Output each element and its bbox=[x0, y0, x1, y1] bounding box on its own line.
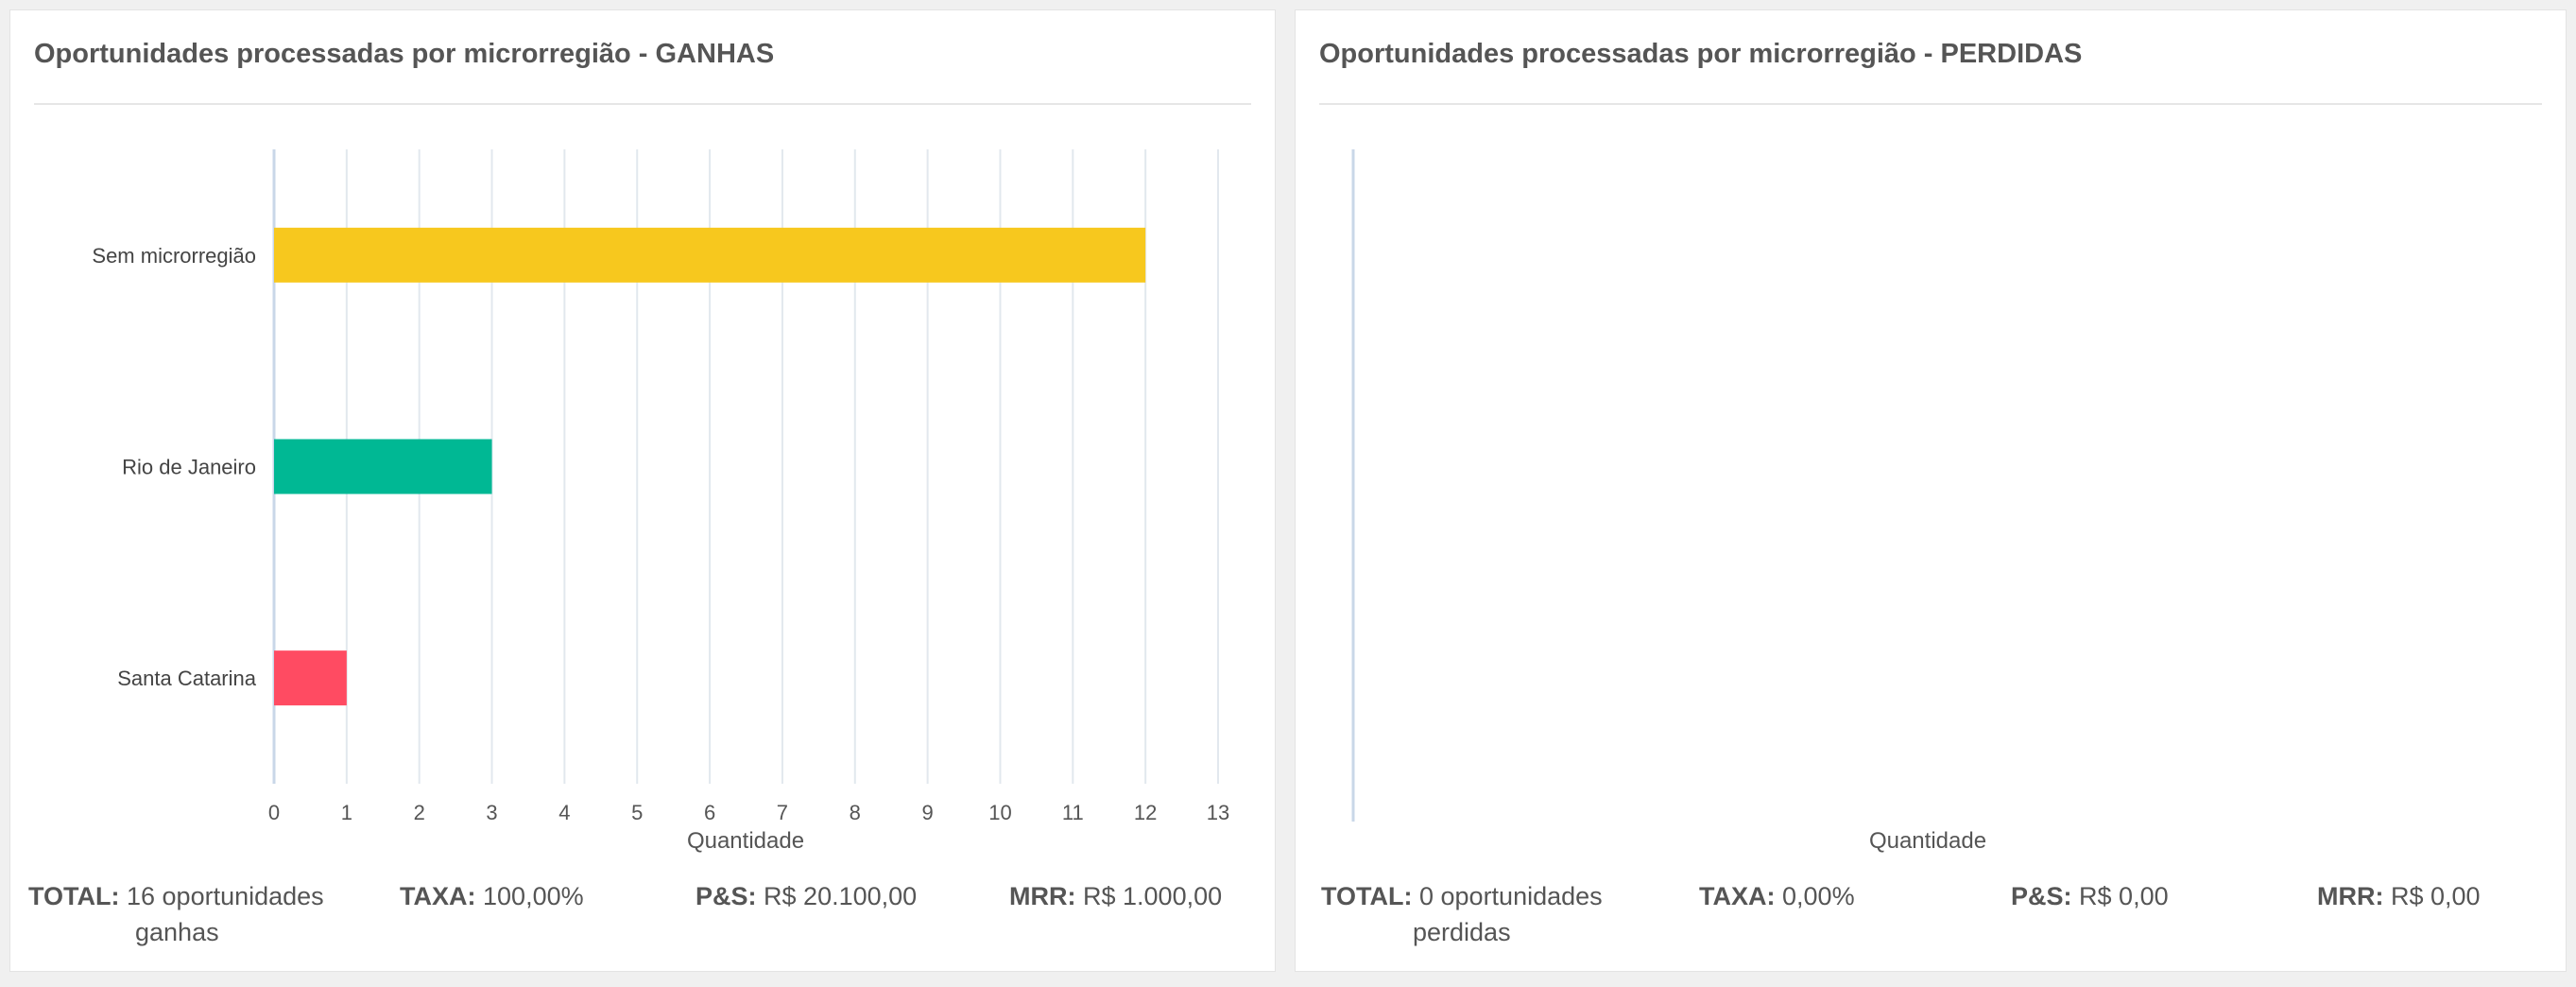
taxa-stat: TAXA: 0,00% bbox=[1699, 878, 1855, 914]
taxa-stat: TAXA: 100,00% bbox=[400, 878, 584, 914]
x-tick-label: 12 bbox=[1134, 801, 1157, 824]
total-value-line1: 16 oportunidades bbox=[127, 882, 324, 910]
taxa-label: TAXA: bbox=[400, 882, 476, 910]
total-value-line2: ganhas bbox=[135, 918, 219, 946]
taxa-label: TAXA: bbox=[1699, 882, 1776, 910]
bar[interactable] bbox=[274, 650, 347, 706]
category-label: Rio de Janeiro bbox=[122, 456, 256, 479]
x-tick-label: 11 bbox=[1062, 801, 1084, 824]
title-divider bbox=[34, 103, 1251, 105]
x-tick-label: 10 bbox=[988, 801, 1011, 824]
bar-chart-lost: Quantidade bbox=[1351, 149, 1986, 854]
x-tick-label: 5 bbox=[631, 801, 643, 824]
bar-chart-won: Sem microrregião Rio de Janeiro Santa Cata… bbox=[92, 149, 1229, 854]
mrr-label: MRR: bbox=[2317, 882, 2384, 910]
x-tick-label: 7 bbox=[777, 801, 788, 824]
x-axis-title: Quantidade bbox=[687, 828, 804, 854]
bar[interactable] bbox=[274, 227, 1146, 283]
x-tick-labels: 0 1 2 3 4 5 6 7 8 9 10 11 12 13 bbox=[268, 801, 1229, 824]
total-value-line1: 0 oportunidades bbox=[1419, 882, 1603, 910]
x-tick-label: 3 bbox=[486, 801, 497, 824]
x-tick-label: 0 bbox=[268, 801, 280, 824]
total-value-line2: perdidas bbox=[1413, 918, 1511, 946]
x-tick-label: 2 bbox=[414, 801, 425, 824]
ps-value: R$ 0,00 bbox=[2079, 882, 2169, 910]
mrr-value: R$ 1.000,00 bbox=[1083, 882, 1223, 910]
chart-panel-lost: Oportunidades processadas por microrregi… bbox=[1295, 9, 2567, 972]
category-labels: Sem microrregião Rio de Janeiro Santa Cata… bbox=[92, 244, 256, 690]
chart-panel-won: Oportunidades processadas por microrregi… bbox=[9, 9, 1276, 972]
mrr-value: R$ 0,00 bbox=[2391, 882, 2481, 910]
mrr-label: MRR: bbox=[1009, 882, 1076, 910]
x-tick-label: 4 bbox=[558, 801, 570, 824]
x-tick-label: 9 bbox=[921, 801, 933, 824]
chart-title: Oportunidades processadas por microrregi… bbox=[1319, 39, 2083, 69]
total-stat: TOTAL: 16 oportunidades ganhas bbox=[28, 878, 406, 950]
taxa-value: 0,00% bbox=[1782, 882, 1855, 910]
total-label: TOTAL: bbox=[1321, 882, 1413, 910]
taxa-value: 100,00% bbox=[483, 882, 584, 910]
total-label: TOTAL: bbox=[28, 882, 120, 910]
bars bbox=[274, 227, 1146, 706]
category-label: Sem microrregião bbox=[92, 244, 256, 268]
x-tick-label: 8 bbox=[850, 801, 861, 824]
category-label: Santa Catarina bbox=[117, 667, 257, 690]
ps-stat: P&S: R$ 20.100,00 bbox=[696, 878, 917, 914]
ps-stat: P&S: R$ 0,00 bbox=[2011, 878, 2169, 914]
ps-label: P&S: bbox=[2011, 882, 2072, 910]
total-stat: TOTAL: 0 oportunidades perdidas bbox=[1321, 878, 1680, 950]
mrr-stat: MRR: R$ 1.000,00 bbox=[1009, 878, 1222, 914]
x-axis-title: Quantidade bbox=[1869, 828, 1986, 854]
bar[interactable] bbox=[274, 439, 492, 494]
ps-value: R$ 20.100,00 bbox=[764, 882, 918, 910]
chart-title: Oportunidades processadas por microrregi… bbox=[34, 39, 775, 69]
x-tick-label: 6 bbox=[704, 801, 715, 824]
x-tick-label: 13 bbox=[1207, 801, 1229, 824]
title-divider bbox=[1319, 103, 2542, 105]
mrr-stat: MRR: R$ 0,00 bbox=[2317, 878, 2481, 914]
x-tick-label: 1 bbox=[341, 801, 352, 824]
ps-label: P&S: bbox=[696, 882, 757, 910]
